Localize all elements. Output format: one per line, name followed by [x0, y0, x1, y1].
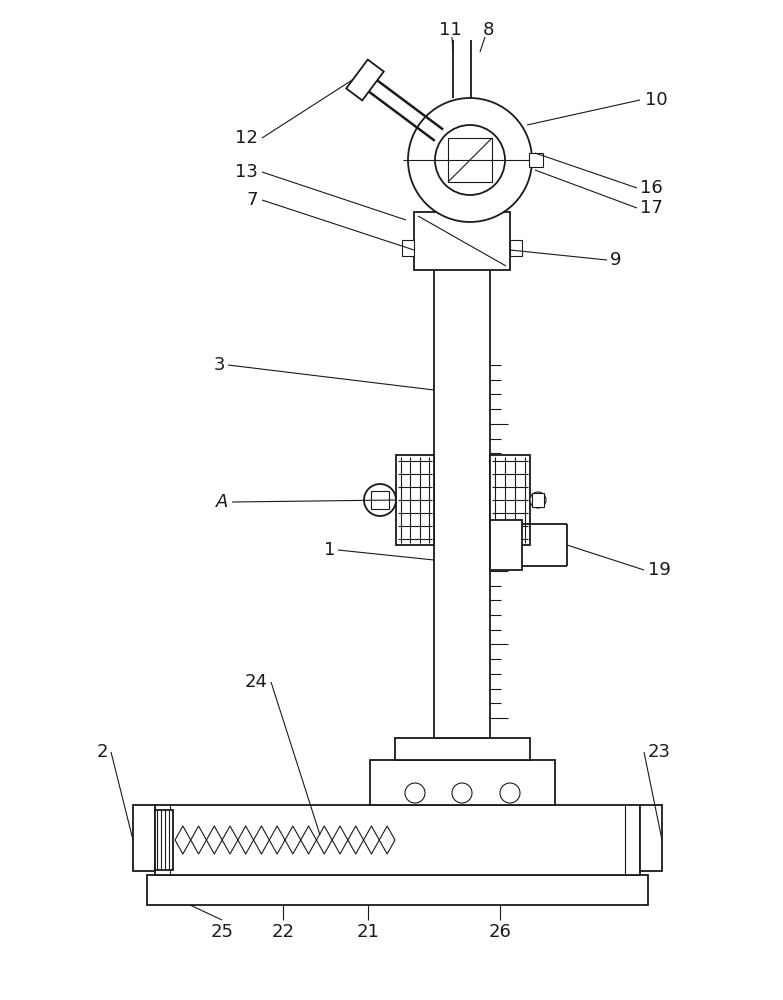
- Bar: [434, 265, 490, 738]
- Circle shape: [530, 492, 546, 508]
- Bar: [490, 520, 522, 570]
- Text: 10: 10: [645, 91, 668, 109]
- Text: 8: 8: [482, 21, 494, 39]
- Text: 9: 9: [610, 251, 622, 269]
- Bar: [414, 212, 510, 270]
- Bar: [510, 240, 522, 256]
- Text: 24: 24: [245, 673, 268, 691]
- Bar: [529, 153, 543, 167]
- Text: A: A: [215, 493, 228, 511]
- Text: 11: 11: [438, 21, 461, 39]
- Bar: [370, 760, 555, 805]
- Text: 13: 13: [235, 163, 258, 181]
- Circle shape: [500, 783, 520, 803]
- Text: 7: 7: [247, 191, 258, 209]
- Bar: [395, 738, 530, 760]
- Text: 19: 19: [648, 561, 671, 579]
- Bar: [490, 455, 530, 545]
- Bar: [155, 805, 640, 875]
- Circle shape: [405, 783, 425, 803]
- Bar: [448, 138, 492, 182]
- Bar: [155, 810, 173, 870]
- Circle shape: [435, 125, 505, 195]
- Bar: [133, 805, 155, 871]
- Bar: [640, 805, 662, 871]
- Bar: [147, 875, 648, 905]
- Text: 23: 23: [648, 743, 671, 761]
- Text: 12: 12: [235, 129, 258, 147]
- Bar: [402, 240, 414, 256]
- Text: 21: 21: [356, 923, 380, 941]
- Bar: [532, 493, 544, 507]
- Text: 2: 2: [96, 743, 108, 761]
- Circle shape: [364, 484, 396, 516]
- Circle shape: [452, 783, 472, 803]
- Text: 25: 25: [211, 923, 233, 941]
- Polygon shape: [346, 60, 384, 100]
- Bar: [371, 491, 389, 509]
- Text: 26: 26: [489, 923, 511, 941]
- Text: 3: 3: [214, 356, 225, 374]
- Text: 17: 17: [640, 199, 663, 217]
- Bar: [396, 455, 434, 545]
- Text: 1: 1: [323, 541, 335, 559]
- Circle shape: [408, 98, 532, 222]
- Text: 22: 22: [272, 923, 294, 941]
- Text: 16: 16: [640, 179, 662, 197]
